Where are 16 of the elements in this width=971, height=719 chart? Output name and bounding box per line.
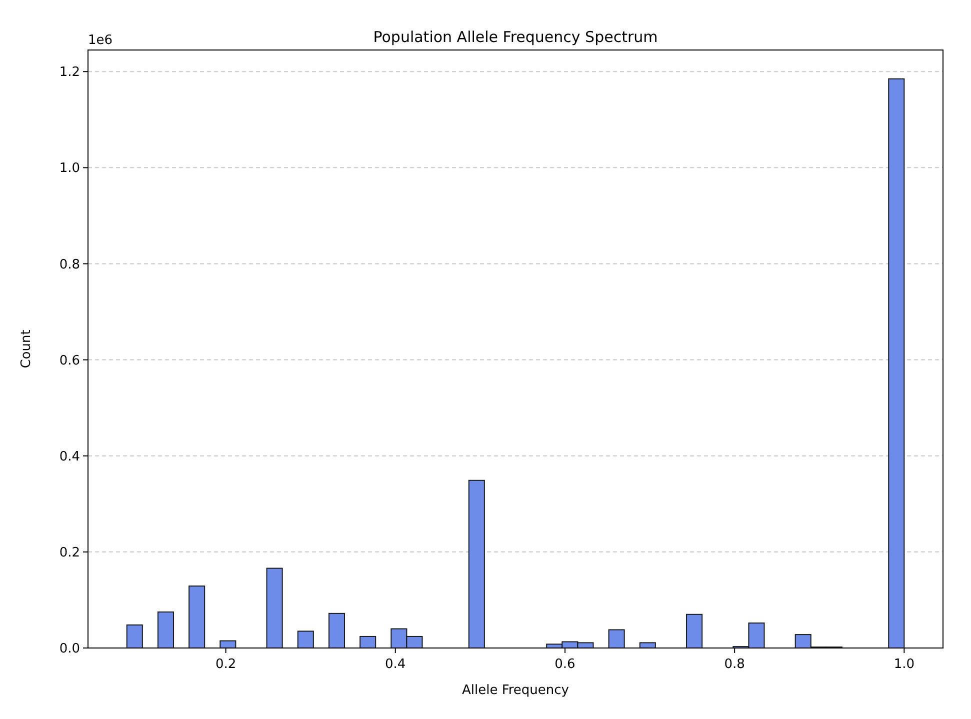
x-axis-title: Allele Frequency bbox=[462, 683, 570, 698]
text: 1e6 bbox=[88, 33, 113, 48]
y-tick-label: 1.0 bbox=[59, 161, 80, 176]
y-axis-title: Count bbox=[19, 330, 34, 368]
x-tick-label: 0.2 bbox=[215, 657, 236, 672]
chart-title: Population Allele Frequency Spectrum bbox=[373, 28, 658, 46]
y-tick-label: 1.2 bbox=[59, 65, 80, 80]
x-tick-label: 0.8 bbox=[724, 657, 745, 672]
x-tick-label: 0.4 bbox=[385, 657, 406, 672]
y-tick-label: 0.4 bbox=[59, 449, 80, 464]
y-tick-label: 0.0 bbox=[59, 642, 80, 657]
y-tick-label: 0.6 bbox=[59, 353, 80, 368]
x-tick-label: 1.0 bbox=[894, 657, 915, 672]
y-tick-label: 0.2 bbox=[59, 545, 80, 560]
x-tick-label: 0.6 bbox=[554, 657, 576, 672]
y-tick-label: 0.8 bbox=[59, 257, 80, 272]
